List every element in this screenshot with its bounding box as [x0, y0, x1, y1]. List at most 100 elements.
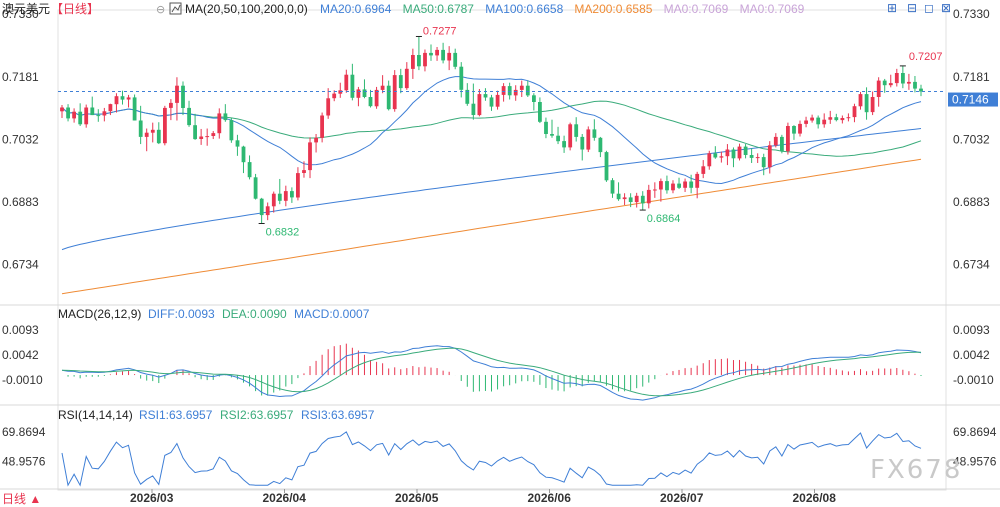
- candle-body: [580, 136, 585, 150]
- candle-body: [701, 166, 706, 174]
- macd-tick-right: 0.0042: [953, 348, 990, 362]
- candle-body: [217, 113, 222, 134]
- minus-icon[interactable]: ⊟: [907, 1, 918, 15]
- candle-body: [677, 183, 681, 188]
- candle-body: [163, 107, 167, 144]
- candle-body: [290, 191, 294, 198]
- plus-icon[interactable]: ⊞: [887, 1, 898, 15]
- candle-body: [628, 197, 633, 202]
- candle-body: [417, 55, 421, 67]
- date-label: 2026/08: [793, 491, 837, 505]
- ma-legend: MA20:0.6964 MA50:0.6787 MA100:0.6658 MA200:…: [320, 2, 805, 16]
- candle-body: [737, 146, 742, 159]
- chart-frame: [57, 9, 947, 491]
- candle-body: [882, 80, 887, 86]
- close-icon[interactable]: ⊠: [941, 1, 952, 15]
- candle-body: [683, 181, 687, 188]
- rsi-tick-right: 69.8694: [953, 425, 997, 439]
- candle-body: [435, 49, 439, 56]
- date-label: 2026/06: [528, 491, 572, 505]
- rsi-panel: 69.8694 69.8694 48.9576 48.9576: [2, 425, 997, 487]
- candle-body: [423, 52, 427, 67]
- candle-body: [150, 129, 155, 133]
- ma-legend-item: MA100:0.6658: [485, 2, 563, 16]
- macd-tick-left: -0.0010: [2, 373, 43, 387]
- watermark-logo: FX678: [870, 455, 963, 485]
- rsi-1: RSI1:63.6957: [139, 408, 213, 422]
- candle-body: [411, 55, 415, 69]
- price-tick-left: 0.6734: [2, 258, 39, 272]
- candle-body: [368, 97, 373, 107]
- current-price-tag: [948, 92, 998, 107]
- period-label[interactable]: 【日线】: [51, 2, 99, 16]
- candle-body: [229, 120, 234, 141]
- candle-body: [864, 94, 869, 113]
- moving-averages: [61, 76, 922, 295]
- candle-body: [459, 66, 464, 90]
- candle-body: [126, 97, 131, 100]
- ma-legend-item: MA0:0.7069: [740, 2, 805, 16]
- macd-tick-left: 0.0093: [2, 323, 39, 337]
- rsi-line: [61, 431, 922, 487]
- macd-diff: DIFF:0.0093: [148, 307, 215, 321]
- candle-body: [870, 97, 875, 113]
- candles: [60, 36, 923, 224]
- rsi-tick-right: 48.9576: [953, 454, 997, 468]
- candle-body: [489, 97, 494, 107]
- candle-body: [586, 129, 591, 150]
- candle-body: [308, 142, 312, 171]
- date-label: 2026/03: [130, 491, 174, 505]
- candle-body: [211, 133, 216, 136]
- candle-body: [114, 96, 119, 105]
- ma-params: MA(20,50,100,200,0,0): [185, 2, 308, 16]
- candle-body: [610, 180, 615, 194]
- candle-body: [102, 111, 107, 116]
- macd-title: MACD(26,12,9): [58, 307, 141, 321]
- candle-body: [265, 206, 270, 216]
- ma-settings-icon-line: [171, 4, 181, 13]
- price-tick-left: 0.7181: [2, 70, 39, 84]
- candle-body: [404, 68, 409, 89]
- date-label: 2026/07: [660, 491, 704, 505]
- candle-body: [640, 195, 645, 204]
- candle-body: [344, 74, 349, 91]
- candle-body: [834, 117, 839, 121]
- macd-value: MACD:0.0007: [294, 307, 370, 321]
- candle-body: [907, 81, 911, 84]
- ma100-line: [61, 128, 922, 251]
- candle-body: [919, 88, 923, 92]
- candle-body: [60, 107, 64, 112]
- price-tick-right: 0.7032: [953, 132, 990, 146]
- candle-body: [616, 193, 621, 200]
- candle-body: [477, 94, 482, 116]
- candle-body: [441, 49, 445, 61]
- macd-diff-line: [61, 345, 922, 401]
- recent-high-annotation: 0.7207: [909, 51, 943, 63]
- candle-body: [501, 86, 506, 95]
- candle-body: [894, 73, 899, 84]
- candle-body: [713, 153, 718, 158]
- candle-body: [205, 136, 210, 138]
- candle-body: [362, 89, 367, 97]
- candle-body: [181, 85, 185, 108]
- low-annotation: 0.6832: [266, 227, 300, 239]
- candle-body: [193, 125, 197, 140]
- candle-body: [223, 113, 228, 121]
- candle-body: [199, 136, 204, 139]
- candle-body: [913, 81, 917, 89]
- period-switch[interactable]: 日线 ▲: [2, 492, 41, 506]
- price-tick-right: 0.7330: [953, 7, 990, 21]
- candle-body: [840, 118, 845, 121]
- candle-body: [72, 111, 76, 119]
- rsi-title: RSI(14,14,14): [58, 408, 133, 422]
- candle-body: [156, 129, 161, 144]
- ma-legend-item: MA200:0.6585: [574, 2, 652, 16]
- window-icon[interactable]: ◻: [924, 1, 934, 15]
- candle-body: [828, 117, 833, 120]
- candle-body: [568, 124, 573, 148]
- ma-settings-icon[interactable]: [169, 2, 182, 15]
- ma20-line: [61, 76, 922, 185]
- candle-body: [332, 93, 337, 99]
- collapse-icon[interactable]: ⊖: [156, 4, 165, 16]
